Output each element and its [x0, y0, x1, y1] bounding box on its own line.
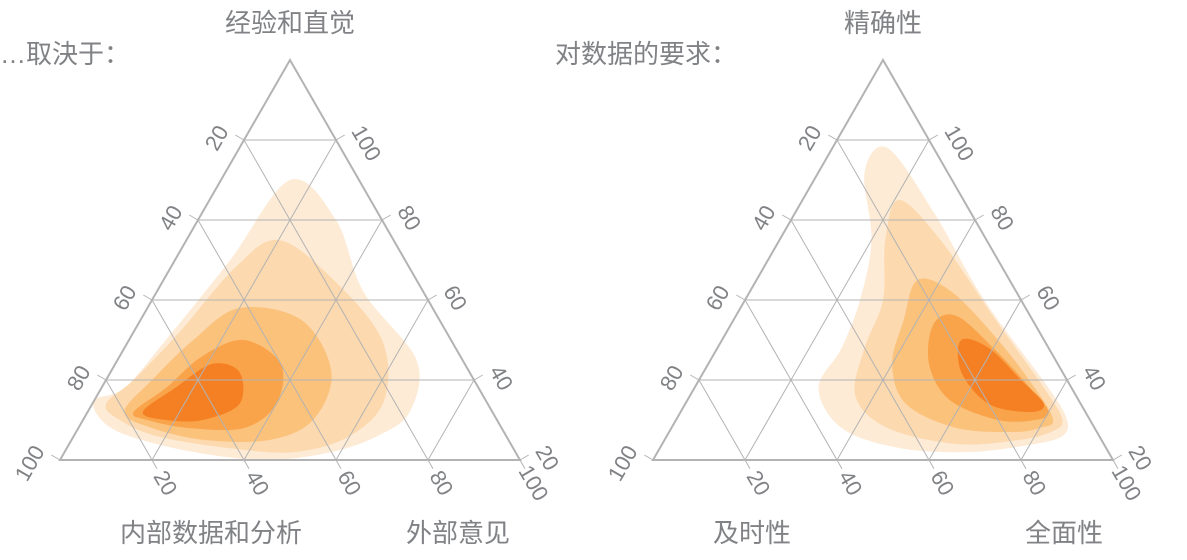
right-axis-title: 全面性 [1025, 518, 1103, 548]
figure: …取決于： 对数据的要求： 20100204080406060608040801… [0, 0, 1187, 560]
tick-label: 100 [10, 441, 50, 485]
tick-label: 80 [985, 201, 1019, 235]
apex-axis-title: 精确性 [844, 8, 922, 38]
tick-label: 20 [200, 121, 234, 155]
tick-label: 100 [346, 121, 386, 165]
right-axis-title: 外部意见 [406, 518, 510, 548]
tick-label: 40 [747, 201, 781, 235]
tick-label: 40 [154, 201, 188, 235]
tick-label: 40 [1077, 361, 1111, 395]
ternary-chart-left: 201002040804060606080408010020100经验和直觉内部… [0, 0, 593, 560]
tick-label: 40 [241, 466, 275, 500]
tick-label: 20 [793, 121, 827, 155]
tick-label: 80 [655, 361, 689, 395]
tick-label: 60 [926, 466, 960, 500]
tick-label: 60 [438, 281, 472, 315]
left-axis-title: 内部数据和分析 [120, 518, 302, 548]
tick-label: 80 [1018, 466, 1052, 500]
tick-label: 80 [392, 201, 426, 235]
tick-label: 80 [425, 466, 459, 500]
tick-label: 100 [939, 121, 979, 165]
tick-label: 60 [701, 281, 735, 315]
tick-label: 40 [484, 361, 518, 395]
tick-label: 20 [149, 466, 183, 500]
left-axis-title: 及时性 [713, 518, 791, 548]
tick-label: 60 [1031, 281, 1065, 315]
tick-label: 60 [333, 466, 367, 500]
tick-label: 60 [108, 281, 142, 315]
apex-axis-title: 经验和直觉 [225, 8, 355, 38]
density-layers [93, 179, 419, 460]
tick-label: 20 [742, 466, 776, 500]
ternary-chart-right: 201002040804060606080408010020100精确性及时性全… [593, 0, 1186, 560]
tick-label: 80 [62, 361, 96, 395]
tick-label: 40 [834, 466, 868, 500]
density-layers [819, 146, 1068, 452]
tick-label: 100 [603, 441, 643, 485]
